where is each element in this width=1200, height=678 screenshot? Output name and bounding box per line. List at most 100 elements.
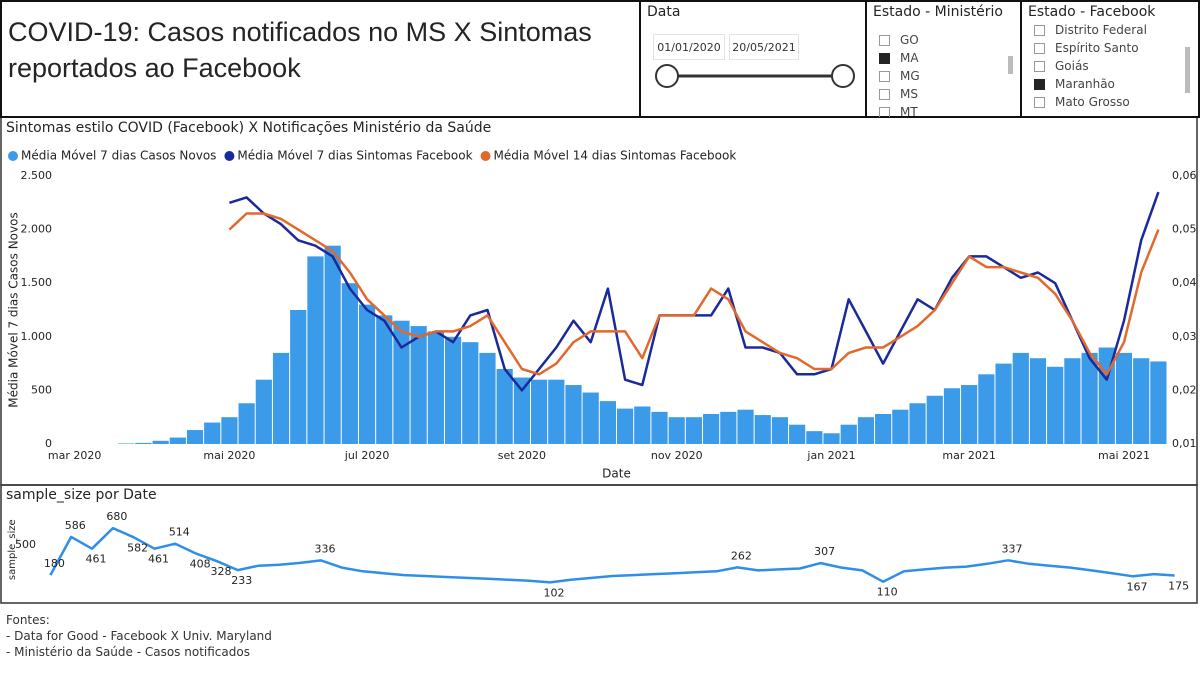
x-tick-label: mar 2020 xyxy=(48,449,101,462)
data-label: 175 xyxy=(1168,580,1189,593)
slicer-item[interactable]: Goiás xyxy=(1024,57,1174,75)
bar xyxy=(1150,361,1167,444)
slicer-label: Espírito Santo xyxy=(1055,41,1139,55)
bar xyxy=(943,388,961,444)
bar xyxy=(840,424,857,444)
bar xyxy=(926,395,943,444)
date-end[interactable]: 20/05/2021 xyxy=(729,34,799,60)
bar xyxy=(290,310,307,444)
x-tick-label: set 2020 xyxy=(498,449,546,462)
bar xyxy=(376,315,393,444)
data-label: 110 xyxy=(877,586,898,599)
legend-label: Média Móvel 7 dias Sintomas Facebook xyxy=(237,149,472,163)
bar xyxy=(995,363,1012,444)
checkbox[interactable] xyxy=(879,88,890,100)
slicer-title: Estado - Ministério xyxy=(873,4,1003,20)
slicer-item[interactable]: MS xyxy=(869,85,999,103)
legend-marker xyxy=(224,151,235,161)
checkbox[interactable] xyxy=(1034,78,1045,90)
checkbox[interactable] xyxy=(879,70,890,82)
bar xyxy=(341,283,358,444)
scrollbar[interactable] xyxy=(1185,47,1190,93)
checkbox[interactable] xyxy=(879,34,890,46)
checkbox[interactable] xyxy=(879,106,890,117)
y2-tick-label: 0,05 xyxy=(1172,223,1197,236)
slider-handle[interactable] xyxy=(831,64,855,88)
bar xyxy=(462,342,479,444)
slicer-item[interactable]: GO xyxy=(869,31,999,49)
x-tick-label: nov 2020 xyxy=(651,449,703,462)
slicer-list: GO MA MG MS MT xyxy=(869,31,999,117)
bar xyxy=(496,368,513,444)
slicer-label: MT xyxy=(900,105,918,117)
y-axis-label: Média Móvel 7 dias Casos Novos xyxy=(7,212,21,407)
data-label: 582 xyxy=(127,541,148,554)
bar xyxy=(1133,358,1150,444)
bar xyxy=(238,403,255,444)
y-tick-label: 2.000 xyxy=(21,223,53,236)
bar xyxy=(823,433,840,444)
bar xyxy=(393,320,410,444)
bar xyxy=(599,401,616,444)
y-tick-label: 1.000 xyxy=(21,330,53,343)
bar xyxy=(204,422,221,444)
checkbox[interactable] xyxy=(1034,42,1045,54)
bar xyxy=(582,392,599,444)
slicer-item[interactable]: MA xyxy=(869,49,999,67)
report-title: COVID-19: Casos notificados no MS X Sint… xyxy=(8,17,592,83)
checkbox[interactable] xyxy=(1034,60,1045,72)
bar xyxy=(135,442,152,444)
bar xyxy=(892,409,909,444)
bar xyxy=(651,411,668,444)
bar xyxy=(1047,366,1064,444)
bar xyxy=(1098,347,1115,444)
slicer-item[interactable]: MG xyxy=(869,67,999,85)
footer: Fontes: - Data for Good - Facebook X Univ… xyxy=(6,612,606,660)
legend-marker xyxy=(8,151,18,161)
slicer-label: MG xyxy=(900,69,920,83)
y-tick-label: 500 xyxy=(31,383,52,396)
bar xyxy=(617,408,634,444)
y2-tick-label: 0,02 xyxy=(1172,383,1197,396)
bar xyxy=(221,417,238,444)
slicer-item[interactable]: Mato Grosso xyxy=(1024,93,1174,111)
slicer-item[interactable]: MT xyxy=(869,103,999,117)
y2-tick-label: 0,04 xyxy=(1172,276,1197,289)
slider xyxy=(655,64,855,88)
bar xyxy=(685,417,703,444)
bar xyxy=(169,437,186,444)
data-label: 180 xyxy=(44,557,65,570)
data-label: 328 xyxy=(210,565,231,578)
slicer-item[interactable]: Distrito Federal xyxy=(1024,21,1174,39)
checkbox[interactable] xyxy=(879,52,890,64)
slicer-item[interactable]: Espírito Santo xyxy=(1024,39,1174,57)
bar xyxy=(427,331,444,444)
slicer-list: Distrito Federal Espírito Santo Goiás Maran… xyxy=(1024,21,1174,117)
x-tick-label: jul 2020 xyxy=(344,449,390,462)
date-start[interactable]: 01/01/2020 xyxy=(653,34,725,60)
bar xyxy=(634,406,651,444)
slicer-item[interactable]: Maranhão xyxy=(1024,75,1174,93)
chart-title: Sintomas estilo COVID (Facebook) X Notif… xyxy=(6,120,491,136)
checkbox[interactable] xyxy=(1034,96,1045,108)
slicer-title: Estado - Facebook xyxy=(1028,4,1156,20)
scrollbar[interactable] xyxy=(1008,56,1013,74)
slicer-label: Goiás xyxy=(1055,59,1089,73)
bar xyxy=(909,403,926,444)
y-tick-label: 2.500 xyxy=(21,169,53,182)
slider-handle[interactable] xyxy=(655,64,679,88)
data-label: 514 xyxy=(169,526,190,539)
slicer-label: Maranhão xyxy=(1055,77,1115,91)
data-label: 461 xyxy=(148,553,169,566)
slicer-label: MS xyxy=(900,87,918,101)
footer-line: - Ministério da Saúde - Casos notificado… xyxy=(6,645,250,659)
x-tick-label: mai 2021 xyxy=(1098,449,1150,462)
data-label: 461 xyxy=(86,553,107,566)
bar xyxy=(565,385,582,444)
x-axis-label: Date xyxy=(602,467,631,481)
x-tick-label: mar 2021 xyxy=(942,449,995,462)
checkbox[interactable] xyxy=(1034,24,1045,36)
bar xyxy=(186,430,204,444)
bar xyxy=(703,413,720,444)
date-slicer: Data 01/01/2020 20/05/2021 xyxy=(639,0,867,118)
